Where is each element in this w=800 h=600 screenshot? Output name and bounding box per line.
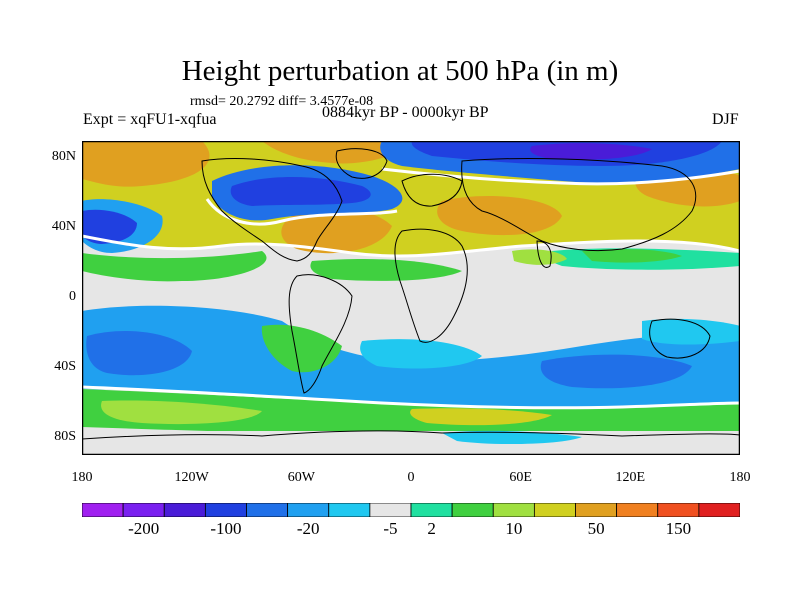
zero-contour-na bbox=[205, 198, 398, 226]
africa-coast bbox=[394, 228, 468, 343]
tropical-green-atlantic bbox=[310, 259, 462, 281]
colorbar bbox=[82, 503, 740, 517]
coastlines bbox=[82, 148, 740, 440]
pacific-negative-core bbox=[82, 209, 137, 244]
map-plot bbox=[82, 141, 740, 455]
x-tick-label: 60E bbox=[509, 470, 532, 485]
zero-contour-sh bbox=[82, 385, 740, 410]
x-tick-label: 120E bbox=[615, 470, 646, 485]
sh-cyan-east bbox=[642, 318, 740, 345]
colorbar-swatch bbox=[698, 503, 740, 517]
colorbar-label: 2 bbox=[427, 519, 436, 538]
colorbar-swatch bbox=[451, 503, 494, 517]
y-tick-label: 40N bbox=[51, 219, 76, 235]
y-tick-label: 0 bbox=[69, 289, 76, 304]
colorbar-label: -5 bbox=[383, 519, 398, 538]
season-label: DJF bbox=[712, 111, 739, 128]
arctic-negative-deep bbox=[530, 143, 652, 160]
colorbar-label: -200 bbox=[128, 519, 160, 538]
asia-orange bbox=[437, 196, 562, 236]
australia-coast bbox=[649, 318, 711, 359]
colorbar-swatch bbox=[657, 503, 700, 517]
colorbar-swatch bbox=[328, 503, 371, 517]
period-label: 0884kyr BP - 0000kyr BP bbox=[322, 104, 489, 121]
india-coast bbox=[536, 240, 552, 268]
antarctica-coast bbox=[82, 430, 740, 440]
colorbar-swatch bbox=[122, 503, 165, 517]
colorbar-label: 10 bbox=[505, 519, 523, 538]
greenland-coast bbox=[335, 148, 388, 179]
colorbar-swatch bbox=[410, 503, 453, 517]
sh-positive-south bbox=[82, 389, 740, 441]
antarctic-cyan-patch bbox=[442, 430, 582, 445]
sh-negative-core-west bbox=[86, 331, 192, 376]
experiment-label: Expt = xqFU1-xqfua bbox=[83, 111, 217, 128]
na-negative-core bbox=[230, 176, 371, 206]
zero-contour-nh bbox=[82, 234, 740, 258]
sh-negative-cyan-center bbox=[360, 339, 482, 369]
sh-negative-core-indian bbox=[540, 354, 692, 389]
y-tick-label: 80N bbox=[51, 149, 76, 165]
colorbar-swatch bbox=[246, 503, 289, 517]
asia-coast bbox=[461, 158, 697, 252]
colorbar-label: 50 bbox=[587, 519, 605, 538]
north-america-coast bbox=[201, 158, 343, 262]
colorbar-label: 150 bbox=[665, 519, 692, 538]
x-tick-label: 180 bbox=[729, 470, 751, 485]
south-america-coast bbox=[288, 274, 353, 394]
sh-yellow-south bbox=[101, 400, 263, 425]
y-tick-label: 80S bbox=[54, 428, 76, 444]
colorbar-swatch bbox=[204, 503, 247, 517]
europe-coast bbox=[401, 173, 463, 207]
x-tick-label: 0 bbox=[407, 470, 415, 485]
colorbar-label: -20 bbox=[296, 519, 320, 538]
y-tick-label: 40S bbox=[54, 358, 76, 374]
colorbar-swatch bbox=[533, 503, 576, 517]
plot-title: Height perturbation at 500 hPa (in m) bbox=[181, 55, 619, 87]
tropical-green-asia bbox=[582, 248, 682, 263]
sh-positive-sa bbox=[261, 324, 342, 373]
x-tick-label: 120W bbox=[174, 470, 209, 485]
colorbar-swatch bbox=[492, 503, 535, 517]
nh-orange-core bbox=[82, 141, 210, 187]
colorbar-swatch bbox=[163, 503, 206, 517]
x-tick-label: 60W bbox=[287, 470, 315, 485]
atlantic-orange bbox=[281, 208, 392, 254]
colorbar-swatch bbox=[287, 503, 330, 517]
stats-label: rmsd= 20.2792 diff= 3.4577e-08 bbox=[190, 94, 374, 109]
sh-yellow-south-2 bbox=[410, 408, 552, 426]
tropical-green-west bbox=[82, 251, 267, 282]
map-frame bbox=[82, 141, 740, 455]
colorbar-swatch bbox=[616, 503, 659, 517]
colorbar-label: -100 bbox=[210, 519, 242, 538]
colorbar-swatch bbox=[575, 503, 618, 517]
x-tick-label: 180 bbox=[71, 470, 93, 485]
colorbar-swatch bbox=[82, 503, 124, 517]
colorbar-swatch bbox=[369, 503, 412, 517]
